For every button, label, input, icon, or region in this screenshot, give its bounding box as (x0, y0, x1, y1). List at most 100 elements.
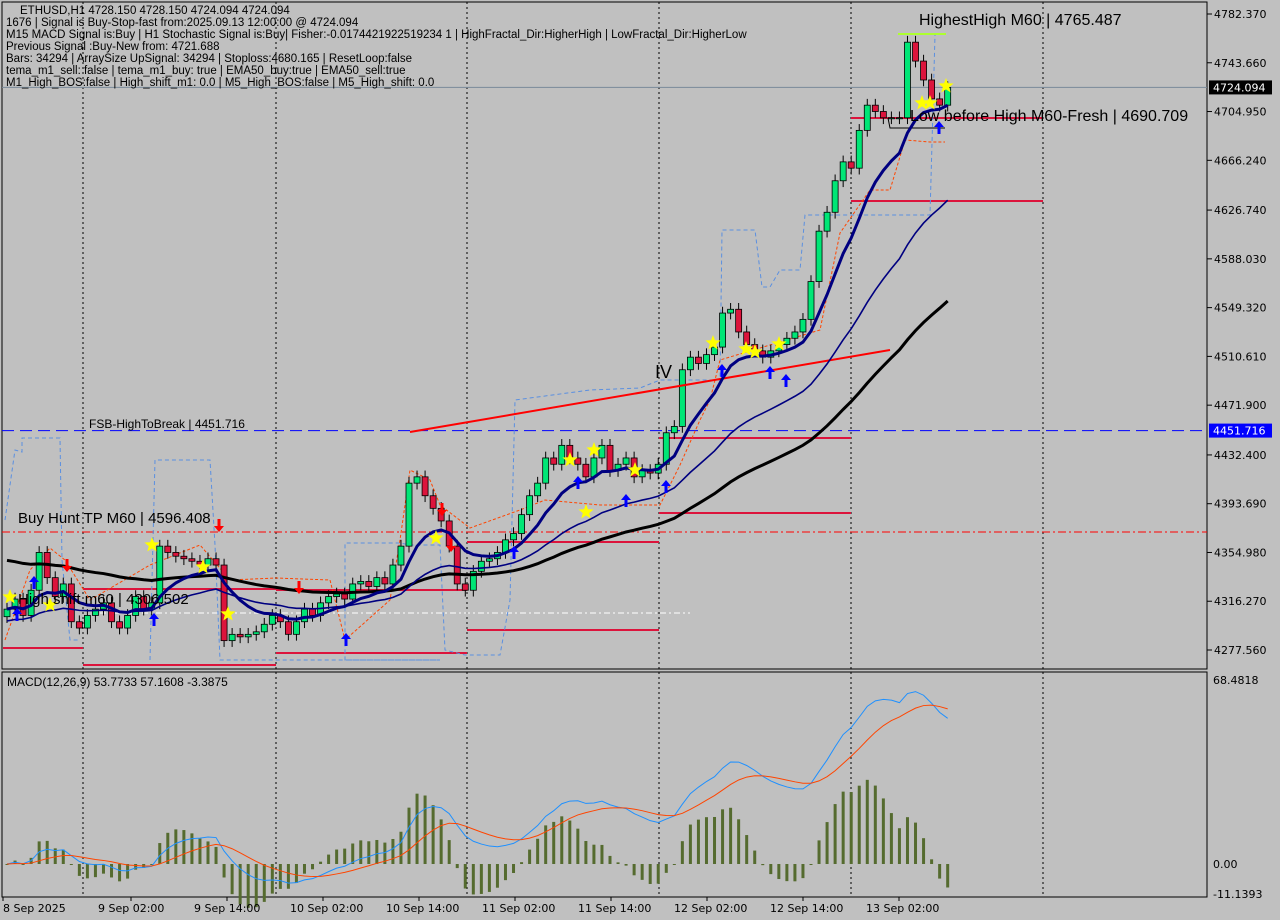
macd-histogram-bar (487, 864, 491, 892)
bear-candle (928, 79, 935, 100)
bull-candle (719, 312, 726, 348)
info-line: M1_High_BOS:false | High_shift_m1: 0.0 |… (6, 77, 435, 89)
macd-histogram-bar (463, 864, 467, 889)
star-icon (562, 452, 578, 467)
macd-histogram-bar (327, 854, 331, 864)
macd-histogram-bar (118, 864, 122, 882)
price-tag (1209, 423, 1272, 438)
macd-histogram-bar (576, 828, 580, 864)
info-line: Previous Signal :Buy-New from: 4721.688 (6, 41, 220, 53)
macd-histogram-bar (889, 813, 893, 864)
macd-histogram-bar (351, 843, 355, 864)
macd-histogram-bar (721, 809, 725, 864)
macd-histogram-bar (833, 804, 837, 864)
macd-histogram-bar (5, 864, 9, 865)
star-icon (586, 442, 602, 457)
macd-histogram-bar (849, 792, 853, 864)
info-line: M15 MACD Signal is:Buy | H1 Stochastic S… (6, 29, 747, 41)
bear-candle (871, 104, 879, 112)
bear-candle (220, 564, 228, 642)
bear-candle (180, 555, 188, 560)
macd-histogram-bar (793, 864, 797, 882)
x-tick-label: 10 Sep 02:00 (290, 902, 363, 915)
up-arrow-icon (573, 476, 583, 489)
ema-mid-line (6, 199, 949, 622)
macd-histogram-bar (704, 817, 708, 864)
macd-histogram-bar (616, 862, 620, 864)
bull-candle (252, 631, 260, 635)
macd-histogram-bar (528, 849, 532, 864)
y-tick-label: 4666.240 (1214, 154, 1267, 167)
macd-histogram-bar (495, 864, 499, 888)
up-arrow-icon (29, 576, 39, 589)
macd-histogram-bar (640, 864, 644, 880)
macd-histogram-bar (865, 779, 869, 864)
macd-histogram-bar (407, 807, 411, 864)
bull-candle (799, 318, 807, 333)
macd-histogram-bar (278, 864, 282, 889)
macd-histogram-bar (479, 864, 483, 894)
bear-candle (735, 308, 743, 333)
bear-candle (381, 577, 389, 585)
macd-histogram-bar (270, 864, 274, 894)
up-arrow-icon (661, 480, 671, 493)
macd-histogram-bar (101, 864, 105, 874)
bear-candle (920, 60, 927, 81)
y-tick-label: 4432.400 (1214, 449, 1267, 462)
macd-histogram-bar (214, 846, 218, 864)
y-tick-label: 4626.740 (1214, 204, 1267, 217)
macd-histogram-bar (423, 795, 427, 864)
channel-upper (149, 34, 936, 661)
macd-histogram-bar (182, 830, 186, 864)
macd-histogram-bar (922, 838, 926, 864)
bull-candle (92, 608, 99, 616)
down-arrow-icon (437, 503, 447, 516)
star-icon (428, 530, 444, 545)
ema-fast-line (6, 103, 949, 621)
macd-histogram-bar (817, 840, 821, 864)
bull-candle (863, 104, 871, 131)
bull-candle (791, 331, 799, 339)
bull-candle (703, 354, 710, 364)
bull-candle (228, 633, 236, 642)
macd-histogram-bar (367, 841, 371, 864)
bull-candle (3, 608, 11, 618)
info-line: tema_m1_sell: false | tema_m1_buy: true … (6, 65, 406, 77)
star-icon (738, 341, 754, 356)
macd-histogram-bar (45, 840, 49, 864)
x-tick-label: 12 Sep 02:00 (674, 902, 747, 915)
macd-histogram-bar (680, 841, 684, 864)
macd-histogram-bar (857, 785, 861, 864)
indicator-info: ETHUSD,H1 4728.150 4728.150 4724.094 472… (6, 5, 747, 89)
y-tick-label: 4782.370 (1214, 8, 1267, 21)
channel-upper (4, 437, 80, 641)
macd-line (6, 691, 948, 884)
macd-histogram-bar (158, 843, 162, 864)
macd-histogram-bar (302, 864, 306, 874)
macd-histogram-bar (769, 864, 773, 875)
up-arrow-icon (12, 608, 22, 621)
macd-title: MACD(12,26,9) 53.7733 57.1608 -3.3875 (7, 675, 228, 689)
star-icon (220, 606, 236, 621)
macd-histogram-bar (262, 864, 266, 902)
macd-histogram-bar (801, 864, 805, 879)
down-arrow-icon (214, 519, 224, 532)
bull-candle (622, 457, 630, 465)
star-icon (144, 537, 160, 552)
macd-histogram-bar (897, 828, 901, 864)
bull-candle (518, 514, 525, 534)
up-arrow-icon (781, 374, 791, 387)
bull-candle (357, 581, 365, 585)
info-line: 1676 | Signal is Buy-Stop-fast from:2025… (6, 17, 359, 29)
macd-histogram-bar (512, 864, 516, 874)
macd-histogram-bar (761, 864, 765, 866)
bull-candle (405, 482, 413, 547)
macd-histogram-bar (536, 838, 540, 864)
bull-candle (896, 117, 903, 120)
bear-candle (164, 545, 172, 553)
macd-histogram-bar (439, 819, 443, 864)
macd-histogram-bar (471, 864, 475, 895)
bull-candle (413, 476, 421, 484)
macd-histogram-bar (841, 791, 845, 864)
